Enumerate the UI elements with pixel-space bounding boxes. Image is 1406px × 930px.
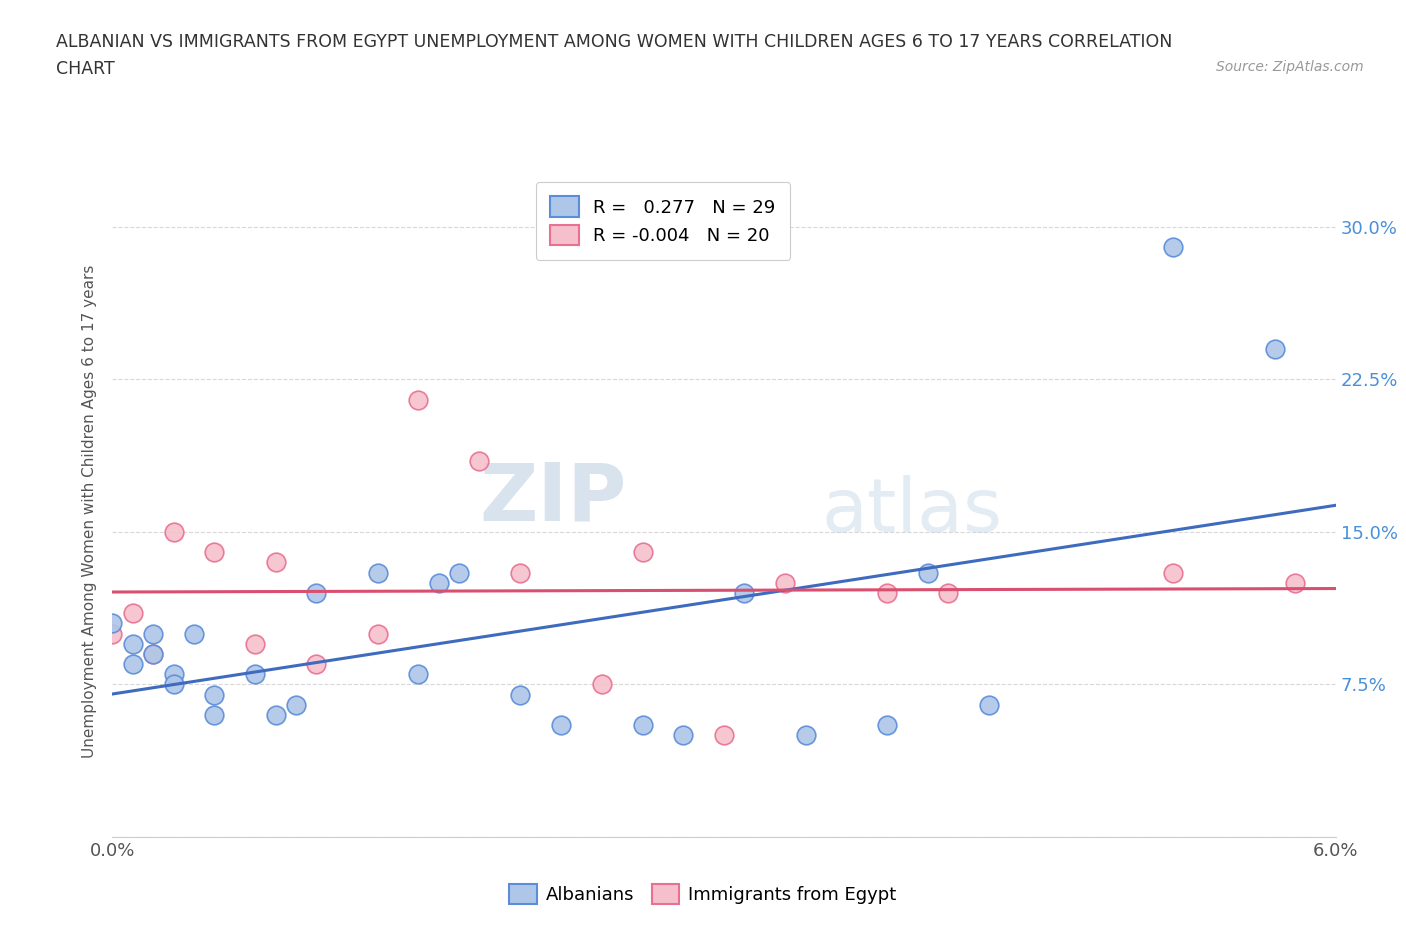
Point bbox=[122, 636, 145, 651]
Legend: R =   0.277   N = 29, R = -0.004   N = 20: R = 0.277 N = 29, R = -0.004 N = 20 bbox=[536, 182, 790, 259]
Point bbox=[1161, 565, 1184, 580]
Point bbox=[142, 646, 165, 661]
Point bbox=[183, 626, 205, 641]
Text: CHART: CHART bbox=[56, 60, 115, 78]
Text: atlas: atlas bbox=[823, 475, 1002, 548]
Point bbox=[163, 667, 186, 682]
Point bbox=[938, 586, 960, 601]
Point bbox=[245, 667, 267, 682]
Point bbox=[142, 646, 165, 661]
Text: Source: ZipAtlas.com: Source: ZipAtlas.com bbox=[1216, 60, 1364, 74]
Point bbox=[468, 453, 491, 468]
Point bbox=[917, 565, 939, 580]
Point bbox=[367, 565, 389, 580]
Point bbox=[163, 677, 186, 692]
Point bbox=[775, 576, 797, 591]
Point bbox=[408, 667, 430, 682]
Point bbox=[1161, 240, 1184, 255]
Point bbox=[631, 718, 654, 733]
Point bbox=[876, 718, 898, 733]
Point bbox=[367, 626, 389, 641]
Point bbox=[408, 392, 430, 407]
Point bbox=[264, 708, 287, 723]
Y-axis label: Unemployment Among Women with Children Ages 6 to 17 years: Unemployment Among Women with Children A… bbox=[82, 265, 97, 758]
Point bbox=[204, 687, 226, 702]
Point bbox=[204, 545, 226, 560]
Point bbox=[979, 698, 1001, 712]
Point bbox=[204, 708, 226, 723]
Point bbox=[449, 565, 471, 580]
Point bbox=[591, 677, 613, 692]
Point bbox=[163, 525, 186, 539]
Point bbox=[509, 687, 531, 702]
Point bbox=[284, 698, 308, 712]
Point bbox=[734, 586, 756, 601]
Legend: Albanians, Immigrants from Egypt: Albanians, Immigrants from Egypt bbox=[502, 876, 904, 911]
Point bbox=[509, 565, 531, 580]
Point bbox=[631, 545, 654, 560]
Text: ZIP: ZIP bbox=[479, 459, 626, 538]
Point bbox=[427, 576, 450, 591]
Point bbox=[550, 718, 572, 733]
Point bbox=[122, 605, 145, 620]
Point bbox=[305, 657, 328, 671]
Point bbox=[101, 616, 124, 631]
Point bbox=[672, 728, 695, 743]
Point bbox=[794, 728, 817, 743]
Point bbox=[264, 555, 287, 570]
Point bbox=[1264, 341, 1286, 356]
Text: ALBANIAN VS IMMIGRANTS FROM EGYPT UNEMPLOYMENT AMONG WOMEN WITH CHILDREN AGES 6 : ALBANIAN VS IMMIGRANTS FROM EGYPT UNEMPL… bbox=[56, 33, 1173, 50]
Point bbox=[245, 636, 267, 651]
Point bbox=[1284, 576, 1306, 591]
Point bbox=[713, 728, 735, 743]
Point bbox=[876, 586, 898, 601]
Point bbox=[122, 657, 145, 671]
Point bbox=[101, 626, 124, 641]
Point bbox=[142, 626, 165, 641]
Point bbox=[305, 586, 328, 601]
